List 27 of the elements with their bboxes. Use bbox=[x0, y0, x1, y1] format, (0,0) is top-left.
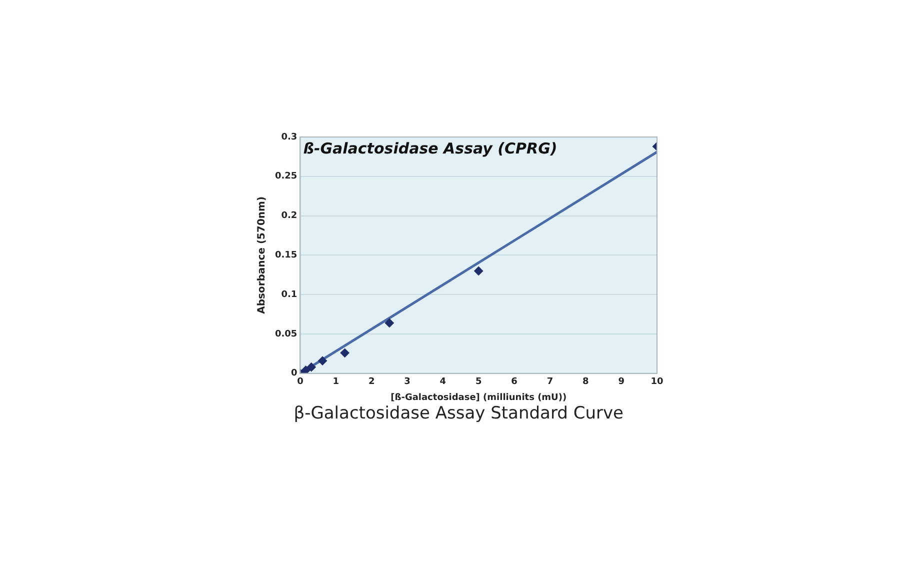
x-tick-label: 6 bbox=[511, 377, 518, 388]
point bbox=[306, 362, 316, 372]
text: β-Galactosidase Assay Standard Curve bbox=[294, 403, 624, 424]
x-tick-label: 1 bbox=[332, 377, 340, 388]
x-axis-title: [ß-Galactosidase] (milliunits (mU)) bbox=[390, 392, 567, 403]
y-axis-title: Absorbance (570nm) bbox=[256, 196, 268, 314]
x-tick-label: 10 bbox=[650, 377, 664, 388]
y-tick-label: 0.05 bbox=[274, 329, 298, 340]
point bbox=[301, 366, 310, 374]
point bbox=[340, 348, 350, 358]
y-tick-label: 0.1 bbox=[281, 290, 298, 300]
y-tick-label: 0.3 bbox=[281, 132, 298, 142]
x-tick-label: 9 bbox=[618, 377, 624, 388]
x-tick-label: 8 bbox=[582, 377, 589, 388]
point bbox=[384, 318, 394, 328]
y-tick-label: 0 bbox=[290, 368, 298, 379]
y-tick-label: 0.2 bbox=[281, 211, 298, 222]
x-tick-label: 2 bbox=[368, 377, 375, 388]
x-tick-label: 3 bbox=[404, 377, 410, 388]
x-tick-label: 5 bbox=[475, 377, 482, 388]
x-tick-label: 7 bbox=[546, 377, 554, 388]
point bbox=[474, 266, 484, 276]
y-tick-label: 0.25 bbox=[274, 172, 298, 182]
y-tick-label: 0.15 bbox=[274, 250, 298, 261]
point bbox=[318, 356, 328, 366]
chart-title: ß-Galactosidase Assay (CPRG) bbox=[303, 139, 558, 158]
x-tick-label: 4 bbox=[440, 377, 446, 388]
